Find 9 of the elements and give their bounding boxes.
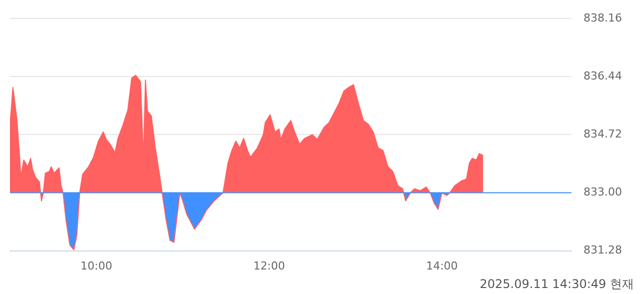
y-tick-label: 834.72	[584, 128, 622, 141]
y-tick-label: 836.44	[584, 70, 622, 83]
x-tick-label: 14:00	[426, 259, 458, 272]
text: 2025.09.11 14:30:49 현재	[480, 277, 634, 291]
y-tick-label: 831.28	[584, 244, 622, 257]
x-tick-label: 10:00	[80, 259, 112, 272]
x-tick-label: 12:00	[253, 259, 286, 272]
y-tick-label: 833.00	[584, 186, 622, 199]
y-tick-label: 838.16	[584, 11, 622, 24]
